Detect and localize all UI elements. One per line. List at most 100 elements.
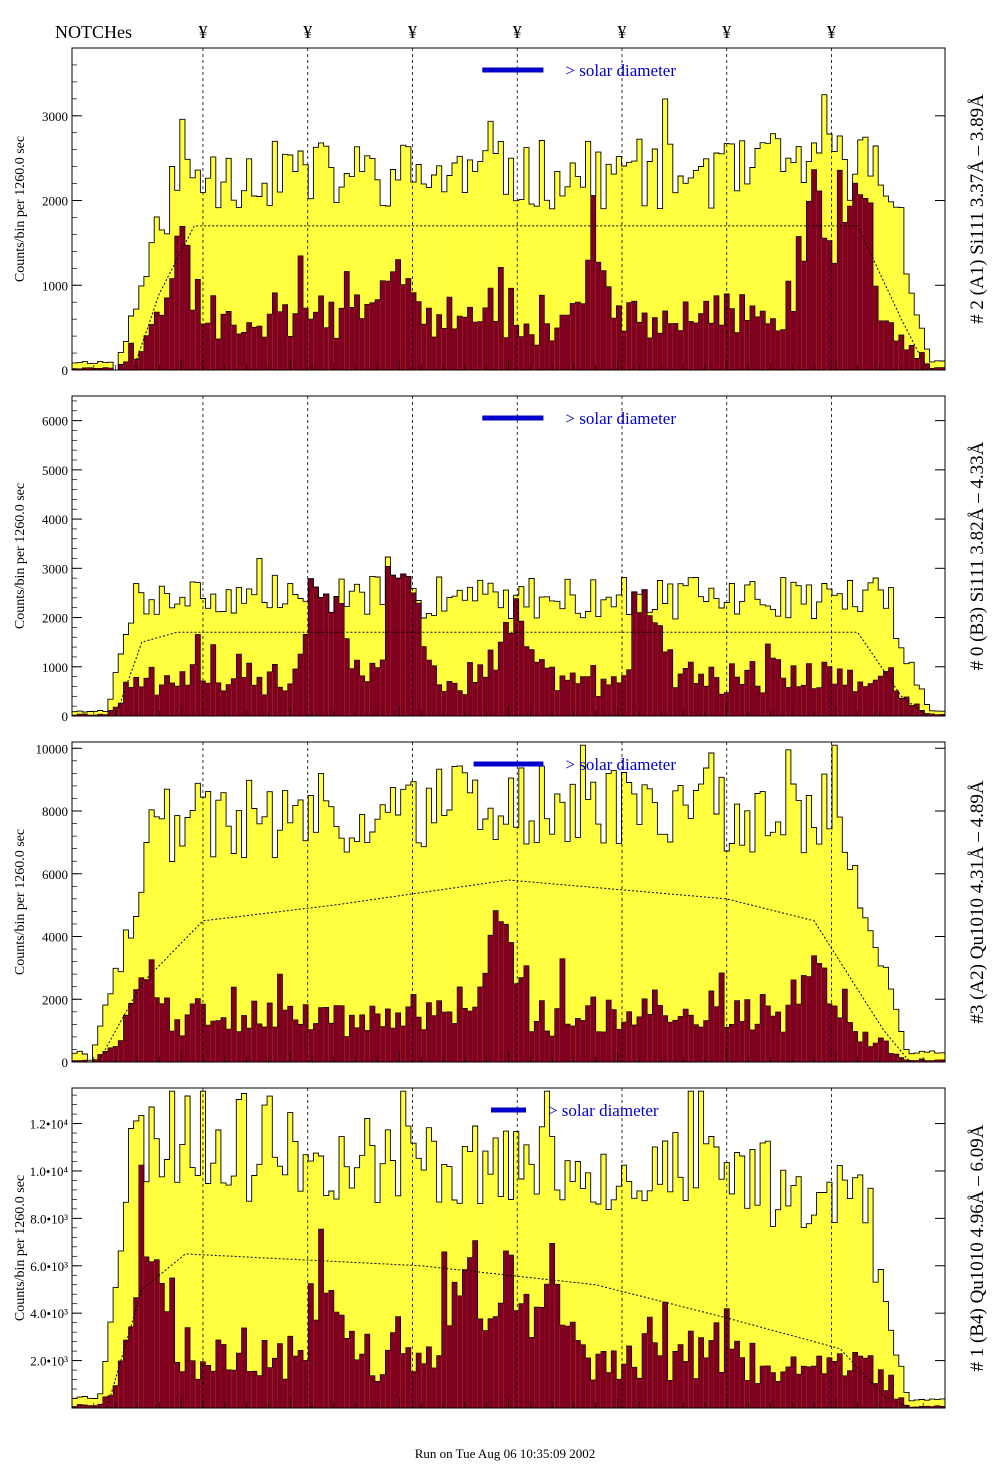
bin-total xyxy=(729,1193,735,1408)
bin-total xyxy=(313,1153,319,1408)
bin-subset xyxy=(215,682,222,716)
bin-total xyxy=(893,1355,900,1408)
bin-subset xyxy=(426,1346,432,1408)
bin-subset xyxy=(107,1395,114,1408)
bin-subset xyxy=(852,691,858,716)
bin-total xyxy=(333,202,340,370)
bin-subset xyxy=(118,1040,124,1062)
bin-total xyxy=(713,598,720,716)
bin-total xyxy=(729,583,735,716)
bin-total xyxy=(631,1198,638,1408)
bin-subset xyxy=(169,1277,176,1408)
bin-total xyxy=(734,1152,740,1408)
bin-subset xyxy=(241,332,247,370)
smooth-baseline xyxy=(72,879,945,1063)
bin-subset xyxy=(590,1379,597,1408)
bin-subset xyxy=(210,1371,217,1408)
bin-total xyxy=(554,171,561,370)
bin-subset xyxy=(107,368,114,370)
bin-total xyxy=(220,182,227,370)
bin-subset xyxy=(914,358,920,370)
bin-subset xyxy=(729,663,735,716)
bin-total xyxy=(744,183,751,370)
bin-total xyxy=(821,583,828,716)
bin-subset xyxy=(308,1029,314,1062)
bin-subset xyxy=(862,1358,869,1408)
bin-subset xyxy=(364,681,371,716)
bin-subset xyxy=(529,1337,535,1408)
bin-total xyxy=(914,1399,920,1408)
bin-total xyxy=(688,177,694,370)
bin-subset xyxy=(184,1327,191,1408)
bin-total xyxy=(102,362,109,370)
subset-outline xyxy=(71,169,946,371)
bin-total xyxy=(123,1202,129,1408)
bin-subset xyxy=(138,351,145,370)
bin-total xyxy=(164,1159,170,1408)
bin-total xyxy=(482,594,489,716)
bin-total xyxy=(564,579,571,716)
bin-total xyxy=(282,1174,288,1408)
bin-subset xyxy=(169,278,176,370)
bin-total xyxy=(667,144,674,370)
bin-total xyxy=(539,597,545,716)
bin-total xyxy=(267,1096,273,1408)
bin-subset xyxy=(703,1357,710,1408)
notch-marker-3: ¥ xyxy=(513,22,522,42)
bin-subset xyxy=(600,1351,607,1408)
bin-subset xyxy=(559,675,566,716)
bin-total xyxy=(529,578,535,716)
bin-total xyxy=(246,588,253,716)
bin-subset xyxy=(349,1331,355,1408)
bin-subset xyxy=(616,305,622,370)
bin-total xyxy=(719,1179,725,1408)
bin-subset xyxy=(292,1019,299,1062)
bin-subset xyxy=(652,989,658,1062)
bin-total xyxy=(118,654,124,716)
bin-subset xyxy=(164,297,170,370)
bin-subset xyxy=(847,205,853,370)
bin-total xyxy=(770,832,776,1062)
bin-subset xyxy=(837,668,843,716)
y-tick-label: 10000 xyxy=(36,741,69,756)
bin-total xyxy=(72,1053,78,1062)
bin-total xyxy=(652,1146,658,1408)
bin-total xyxy=(570,784,576,1062)
bin-total xyxy=(487,583,494,716)
bin-total xyxy=(118,971,124,1062)
bin-total xyxy=(626,614,633,716)
bin-subset xyxy=(128,1003,134,1062)
bin-subset xyxy=(523,1294,530,1408)
bin-total xyxy=(893,1009,900,1062)
bin-total xyxy=(272,1157,278,1408)
bin-subset xyxy=(801,261,807,370)
bin-subset xyxy=(554,690,561,716)
notch-marker-6: ¥ xyxy=(827,22,836,42)
bin-subset xyxy=(369,302,376,370)
bin-total xyxy=(493,153,499,370)
bin-subset xyxy=(416,1353,422,1408)
bin-subset xyxy=(549,1243,556,1408)
bin-subset xyxy=(873,1383,879,1408)
bin-subset xyxy=(611,1350,617,1408)
bin-subset xyxy=(924,1406,930,1408)
bin-subset xyxy=(518,336,525,370)
bin-total xyxy=(642,784,648,1062)
bin-total xyxy=(729,843,735,1062)
bin-subset xyxy=(267,1002,273,1062)
bin-subset xyxy=(847,670,853,716)
notch-marker-2: ¥ xyxy=(408,22,417,42)
bin-subset xyxy=(421,646,427,716)
bin-total xyxy=(595,824,602,1062)
total-outline xyxy=(71,1090,946,1408)
bin-total xyxy=(549,834,556,1062)
bin-total xyxy=(421,846,427,1062)
bin-total xyxy=(482,150,489,370)
bin-subset xyxy=(796,236,802,370)
bin-subset xyxy=(446,681,453,716)
y-tick-label: 8.0•10³ xyxy=(30,1211,68,1226)
bin-total xyxy=(508,778,514,1062)
bin-total xyxy=(215,611,222,716)
bin-subset xyxy=(821,967,828,1062)
bin-subset xyxy=(903,696,910,716)
